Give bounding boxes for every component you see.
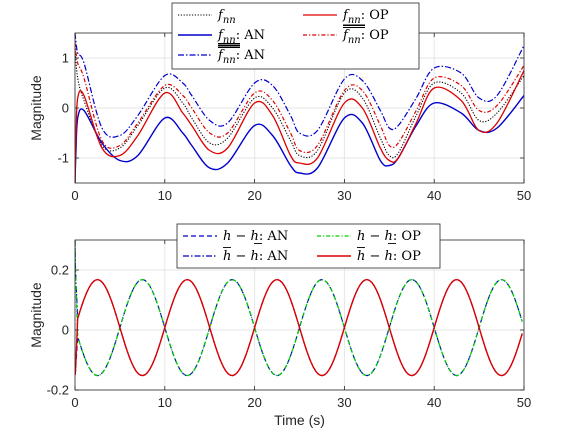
- y-axis-label: Magnitude: [28, 75, 44, 141]
- x-tick-label-5: 50: [517, 395, 531, 410]
- series-line-3: [75, 278, 523, 377]
- y-tick-label-0: -1: [57, 151, 69, 166]
- x-tick-label-1: 10: [158, 188, 172, 203]
- svg-text:h − h: OP: h − h: OP: [357, 249, 421, 264]
- legend-label-1: h − h: AN: [223, 247, 288, 264]
- legend-label-0: h − h: AN: [223, 229, 288, 244]
- x-tick-label-3: 30: [337, 395, 351, 410]
- legend-label-3: fnn: OP: [342, 8, 389, 28]
- svg-text:fnn: OP: fnn: OP: [342, 28, 389, 46]
- legend-label-2: fnn: AN: [217, 43, 265, 66]
- series-line-4: [75, 42, 524, 154]
- x-tick-label-0: 0: [71, 395, 78, 410]
- series-group: [75, 33, 524, 183]
- y-tick-label-0: -0.2: [47, 383, 69, 398]
- y-axis-label: Magnitude: [28, 282, 44, 348]
- x-tick-label-4: 40: [427, 188, 441, 203]
- legend: fnn fnn: AN fnn: AN fnn: OP fnn: OP: [171, 2, 420, 70]
- legend-label-2: h − h: OP: [357, 229, 421, 244]
- series-line-2: [75, 33, 524, 138]
- svg-text:h − h: AN: h − h: AN: [223, 249, 288, 264]
- x-axis-label: Time (s): [274, 412, 325, 428]
- x-tick-label-5: 50: [517, 188, 531, 203]
- svg-text:fnn: fnn: [217, 8, 236, 26]
- series-line-0: [75, 47, 524, 159]
- series-line-3: [75, 70, 524, 183]
- legend: h − h: AN h − h: AN h − h: OP h − h: OP: [176, 223, 441, 269]
- svg-text:fnn: AN: fnn: AN: [217, 28, 265, 46]
- y-tick-label-2: 0.2: [51, 263, 69, 278]
- svg-text:h − h: AN: h − h: AN: [223, 229, 288, 244]
- svg-text:h − h: OP: h − h: OP: [357, 229, 421, 244]
- x-tick-label-2: 20: [247, 395, 261, 410]
- x-tick-label-0: 0: [71, 188, 78, 203]
- y-tick-label-1: 0: [62, 323, 69, 338]
- legend-label-3: h − h: OP: [357, 247, 421, 264]
- x-tick-label-3: 30: [337, 188, 351, 203]
- x-tick-label-1: 10: [158, 395, 172, 410]
- series-line-1: [75, 95, 524, 183]
- svg-text:fnn: OP: fnn: OP: [342, 8, 389, 26]
- top-chart-panel: 0 10 20 30 40 50 -1 0 1 Magnitude fnn fnn: AN fnn: A…: [28, 2, 531, 203]
- x-tick-label-2: 20: [247, 188, 261, 203]
- legend-label-0: fnn: [217, 8, 236, 26]
- series-line-2: [75, 240, 523, 377]
- svg-text:fnn: AN: fnn: AN: [217, 48, 265, 66]
- y-tick-label-1: 0: [62, 101, 69, 116]
- x-tick-label-4: 40: [427, 395, 441, 410]
- y-tick-label-2: 1: [62, 51, 69, 66]
- series-group: [75, 240, 523, 377]
- legend-label-4: fnn: OP: [342, 25, 389, 46]
- legend-label-1: fnn: AN: [217, 28, 265, 48]
